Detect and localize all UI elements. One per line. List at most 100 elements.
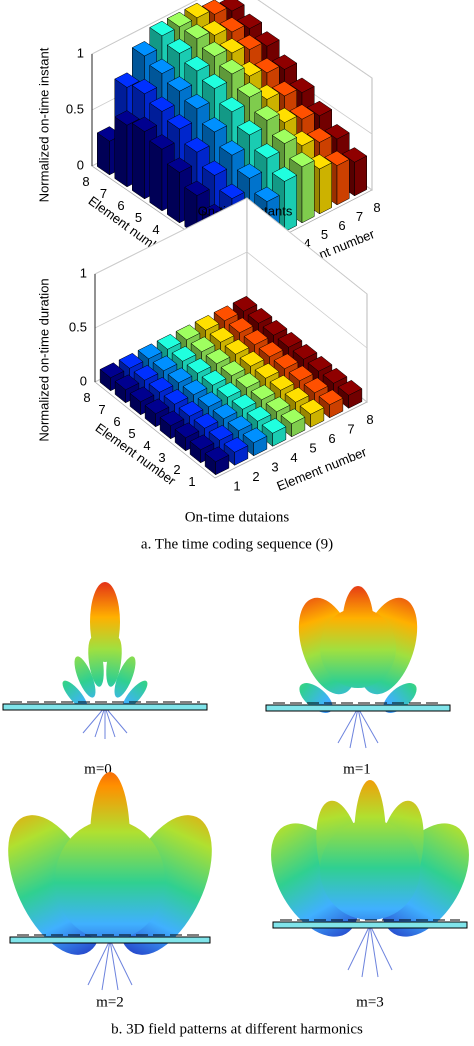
bar — [271, 128, 298, 144]
x-tick-label: 1 — [188, 474, 195, 489]
z-tick-label: 1 — [80, 265, 87, 280]
y-tick-label: 7 — [347, 422, 354, 437]
bar — [193, 412, 219, 429]
z-tick-label: 0 — [80, 373, 87, 388]
bar — [273, 353, 299, 370]
bar — [262, 319, 288, 336]
bar — [213, 305, 239, 322]
field-pattern — [8, 772, 212, 991]
bar — [201, 73, 228, 89]
bar — [219, 140, 245, 156]
bar — [236, 120, 263, 136]
bar — [171, 345, 197, 362]
bar — [284, 386, 310, 403]
bar — [166, 38, 193, 54]
pattern-label: m=3 — [356, 994, 384, 1010]
bar — [223, 436, 249, 453]
y-tick-label: 2 — [252, 469, 259, 484]
bar — [166, 157, 193, 173]
field-pattern — [271, 780, 469, 978]
x-tick-label: 7 — [98, 402, 105, 417]
bar — [289, 151, 315, 168]
bar — [318, 389, 344, 406]
bar — [205, 348, 231, 365]
bar — [201, 20, 228, 36]
bar — [184, 180, 210, 196]
bar — [118, 352, 144, 369]
bar-side — [301, 160, 315, 224]
x-tick-label: 8 — [82, 174, 89, 189]
bar — [167, 367, 193, 384]
bar — [189, 434, 215, 451]
bar — [219, 38, 245, 54]
bar — [184, 23, 210, 40]
bar — [131, 78, 158, 95]
z-tick-label: 0 — [77, 157, 84, 172]
z-axis-label: Normalized on-time duration — [36, 278, 51, 441]
bar — [201, 369, 227, 386]
bar — [271, 166, 298, 182]
bar — [194, 314, 220, 331]
bar — [242, 427, 268, 444]
bar — [265, 396, 291, 413]
bar — [277, 331, 303, 348]
bar — [144, 398, 170, 415]
bar — [271, 54, 298, 70]
bar — [219, 96, 245, 113]
bar — [149, 134, 175, 150]
bar — [152, 355, 178, 372]
bar — [261, 417, 287, 434]
y-tick-label: 5 — [321, 227, 328, 242]
bar — [148, 376, 174, 393]
bar — [324, 150, 350, 166]
y-tick-label: 7 — [356, 209, 363, 224]
bar — [186, 357, 212, 374]
bar — [246, 405, 272, 422]
x-tick-label: 4 — [143, 438, 150, 453]
bar — [212, 403, 238, 420]
bar — [99, 362, 125, 379]
x-tick-label: 4 — [152, 222, 159, 237]
bar — [243, 329, 269, 346]
bar — [232, 295, 258, 312]
bar — [254, 105, 280, 121]
bar — [114, 374, 140, 391]
z-axis-label: Normalized on-time instant — [36, 47, 51, 202]
bar — [254, 143, 280, 159]
bar — [299, 398, 325, 415]
y-tick-label: 8 — [373, 200, 380, 215]
bar-side — [354, 155, 367, 197]
x-tick-label: 5 — [135, 210, 142, 225]
bar — [280, 408, 306, 425]
bar — [175, 324, 201, 341]
bar-side — [149, 140, 163, 212]
bar — [184, 93, 210, 110]
bar — [219, 59, 245, 75]
bar — [114, 110, 140, 126]
bar — [184, 56, 210, 72]
bar — [247, 307, 273, 324]
bar — [220, 360, 246, 377]
bar — [239, 350, 265, 367]
field-pattern — [265, 586, 451, 749]
x-tick-label: 6 — [117, 198, 124, 213]
bar-side — [132, 122, 145, 200]
bar — [129, 386, 155, 403]
y-tick-label: 4 — [303, 236, 310, 251]
x-tick-label: 2 — [173, 462, 180, 477]
bar — [159, 410, 185, 427]
caption: a. The time coding sequence (9) — [141, 536, 333, 552]
bar — [254, 31, 280, 47]
z-tick-label: 0.5 — [69, 319, 87, 334]
bar — [156, 333, 182, 350]
bar — [306, 100, 333, 117]
bar — [224, 338, 250, 355]
bar — [324, 124, 350, 140]
bar — [341, 147, 368, 163]
grid-line — [94, 197, 368, 295]
z-tick-label: 1 — [77, 45, 84, 60]
bar — [149, 96, 175, 112]
field-pattern — [2, 582, 208, 739]
y-tick-label: 8 — [366, 412, 373, 427]
